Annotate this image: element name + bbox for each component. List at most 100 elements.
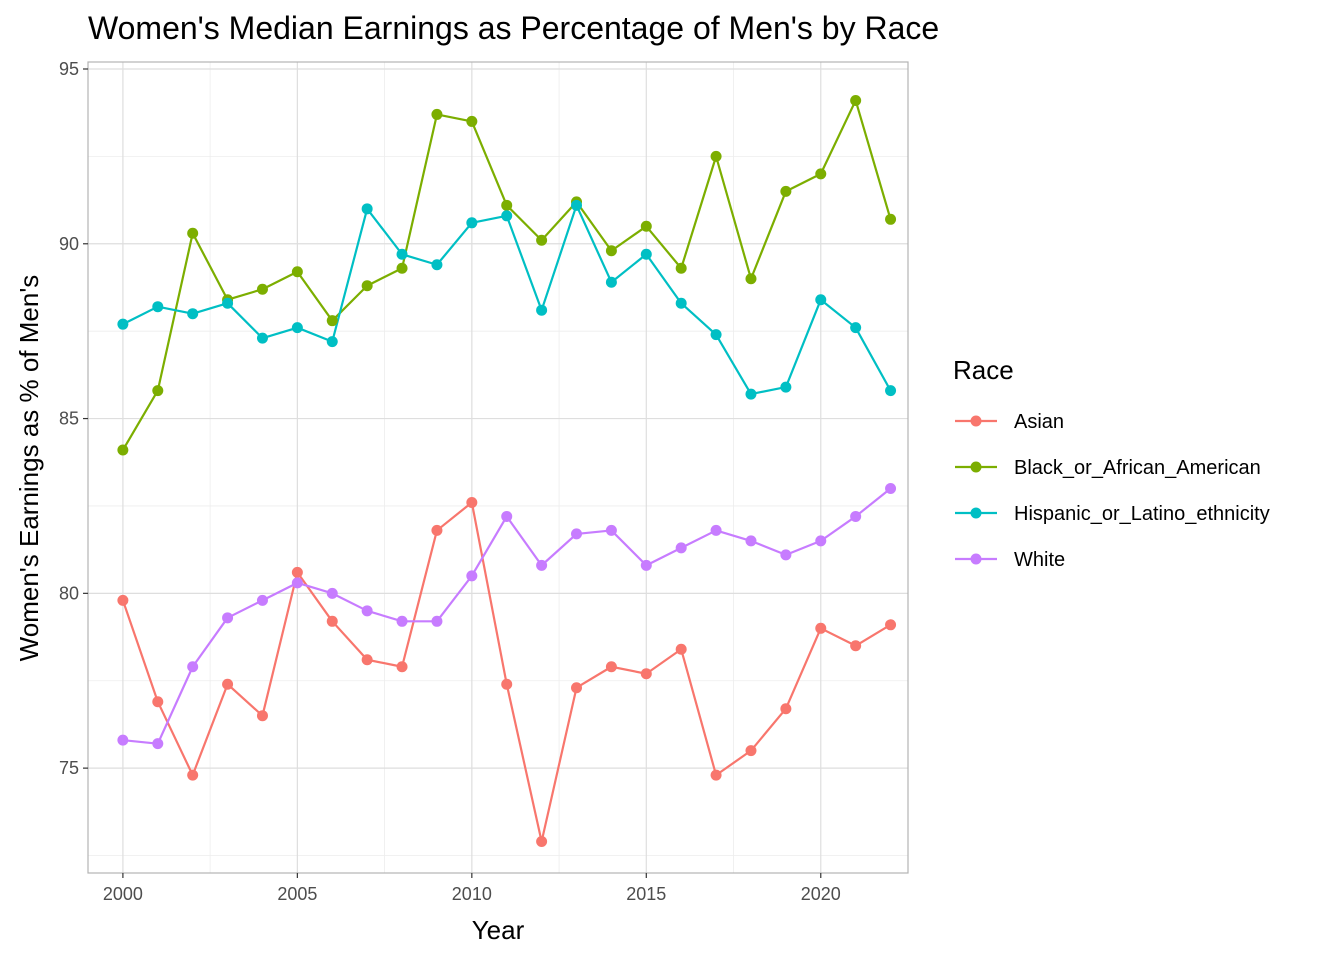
data-point-black-or-african-american bbox=[815, 168, 827, 180]
data-point-hispanic-or-latino-ethnicity bbox=[605, 276, 617, 288]
data-point-black-or-african-american bbox=[850, 94, 862, 106]
y-tick-label: 85 bbox=[59, 409, 79, 429]
data-point-white bbox=[117, 734, 129, 746]
data-point-hispanic-or-latino-ethnicity bbox=[326, 336, 338, 348]
data-point-asian bbox=[361, 654, 373, 666]
data-point-black-or-african-american bbox=[675, 262, 687, 274]
data-point-hispanic-or-latino-ethnicity bbox=[815, 294, 827, 306]
data-point-asian bbox=[501, 678, 513, 690]
data-point-white bbox=[466, 570, 478, 582]
data-point-hispanic-or-latino-ethnicity bbox=[431, 259, 443, 271]
data-point-hispanic-or-latino-ethnicity bbox=[745, 388, 757, 400]
data-point-asian bbox=[466, 496, 478, 508]
data-point-hispanic-or-latino-ethnicity bbox=[152, 301, 164, 313]
data-point-white bbox=[850, 510, 862, 522]
legend-key-point bbox=[970, 553, 982, 565]
legend-label: Black_or_African_American bbox=[1014, 457, 1261, 479]
x-tick-label: 2005 bbox=[277, 884, 317, 904]
data-point-hispanic-or-latino-ethnicity bbox=[396, 248, 408, 260]
legend-key-point bbox=[970, 415, 982, 427]
data-point-white bbox=[501, 510, 513, 522]
x-tick-label: 2015 bbox=[626, 884, 666, 904]
data-point-black-or-african-american bbox=[152, 385, 164, 397]
data-point-asian bbox=[815, 622, 827, 634]
plot-panel bbox=[87, 61, 909, 874]
data-point-white bbox=[815, 535, 827, 547]
data-point-asian bbox=[326, 615, 338, 627]
data-point-asian bbox=[222, 678, 234, 690]
panel-background bbox=[88, 62, 908, 873]
data-point-white bbox=[536, 559, 548, 571]
data-point-hispanic-or-latino-ethnicity bbox=[466, 217, 478, 229]
data-point-black-or-african-american bbox=[885, 213, 897, 225]
data-point-asian bbox=[605, 661, 617, 673]
x-axis: 2000 2005 2010 2015 2020 bbox=[103, 873, 841, 904]
data-point-white bbox=[571, 528, 583, 540]
data-point-asian bbox=[431, 524, 443, 536]
data-point-white bbox=[256, 594, 268, 606]
data-point-white bbox=[222, 612, 234, 624]
data-point-white bbox=[605, 524, 617, 536]
y-axis-title: Women's Earnings as % of Men's bbox=[14, 275, 44, 662]
data-point-asian bbox=[745, 745, 757, 757]
data-point-white bbox=[675, 542, 687, 554]
data-point-asian bbox=[187, 769, 199, 781]
data-point-black-or-african-american bbox=[780, 185, 792, 197]
data-point-black-or-african-american bbox=[256, 283, 268, 295]
data-point-asian bbox=[571, 682, 583, 694]
minor-gridlines bbox=[88, 62, 909, 873]
data-point-black-or-african-american bbox=[431, 108, 443, 120]
data-point-black-or-african-american bbox=[745, 273, 757, 285]
data-point-white bbox=[361, 605, 373, 617]
y-axis: 75 80 85 90 95 bbox=[59, 59, 88, 778]
data-point-hispanic-or-latino-ethnicity bbox=[675, 297, 687, 309]
panel-border bbox=[87, 61, 909, 874]
series-points bbox=[117, 94, 897, 848]
legend-items: Asian Black_or_African_American Hispanic_o… bbox=[955, 411, 1270, 571]
chart-title: Women's Median Earnings as Percentage of… bbox=[88, 10, 939, 46]
data-point-white bbox=[710, 524, 722, 536]
data-point-white bbox=[640, 559, 652, 571]
legend-key-point bbox=[970, 461, 982, 473]
data-point-black-or-african-american bbox=[326, 315, 338, 327]
legend-item-asian: Asian bbox=[955, 411, 1064, 433]
data-point-black-or-african-american bbox=[605, 245, 617, 257]
data-point-asian bbox=[640, 668, 652, 680]
data-point-white bbox=[780, 549, 792, 561]
legend-item-white: White bbox=[955, 549, 1065, 571]
data-point-white bbox=[326, 587, 338, 599]
data-point-black-or-african-american bbox=[710, 150, 722, 162]
data-point-hispanic-or-latino-ethnicity bbox=[117, 318, 129, 330]
data-point-asian bbox=[117, 594, 129, 606]
data-point-hispanic-or-latino-ethnicity bbox=[187, 308, 199, 320]
x-tick-label: 2020 bbox=[801, 884, 841, 904]
data-point-hispanic-or-latino-ethnicity bbox=[780, 381, 792, 393]
legend-key-point bbox=[970, 507, 982, 519]
data-point-hispanic-or-latino-ethnicity bbox=[291, 322, 303, 334]
data-point-black-or-african-american bbox=[187, 227, 199, 239]
data-point-white bbox=[396, 615, 408, 627]
data-point-hispanic-or-latino-ethnicity bbox=[640, 248, 652, 260]
data-point-black-or-african-american bbox=[361, 280, 373, 292]
legend-label: Hispanic_or_Latino_ethnicity bbox=[1014, 503, 1270, 525]
data-point-black-or-african-american bbox=[117, 444, 129, 456]
data-point-black-or-african-american bbox=[396, 262, 408, 274]
data-point-white bbox=[291, 577, 303, 589]
data-point-white bbox=[745, 535, 757, 547]
data-point-asian bbox=[291, 566, 303, 578]
legend-label: Asian bbox=[1014, 411, 1064, 433]
data-point-asian bbox=[780, 703, 792, 715]
data-point-hispanic-or-latino-ethnicity bbox=[501, 210, 513, 222]
data-point-hispanic-or-latino-ethnicity bbox=[256, 332, 268, 344]
data-point-hispanic-or-latino-ethnicity bbox=[710, 329, 722, 341]
legend-title: Race bbox=[953, 355, 1014, 385]
x-axis-title: Year bbox=[472, 915, 525, 945]
data-point-black-or-african-american bbox=[501, 199, 513, 211]
data-point-asian bbox=[152, 696, 164, 708]
legend: Race Asian Black_or_African_American Hispa… bbox=[953, 355, 1270, 571]
data-point-asian bbox=[396, 661, 408, 673]
data-point-asian bbox=[675, 643, 687, 655]
data-point-asian bbox=[850, 640, 862, 652]
data-point-asian bbox=[710, 769, 722, 781]
